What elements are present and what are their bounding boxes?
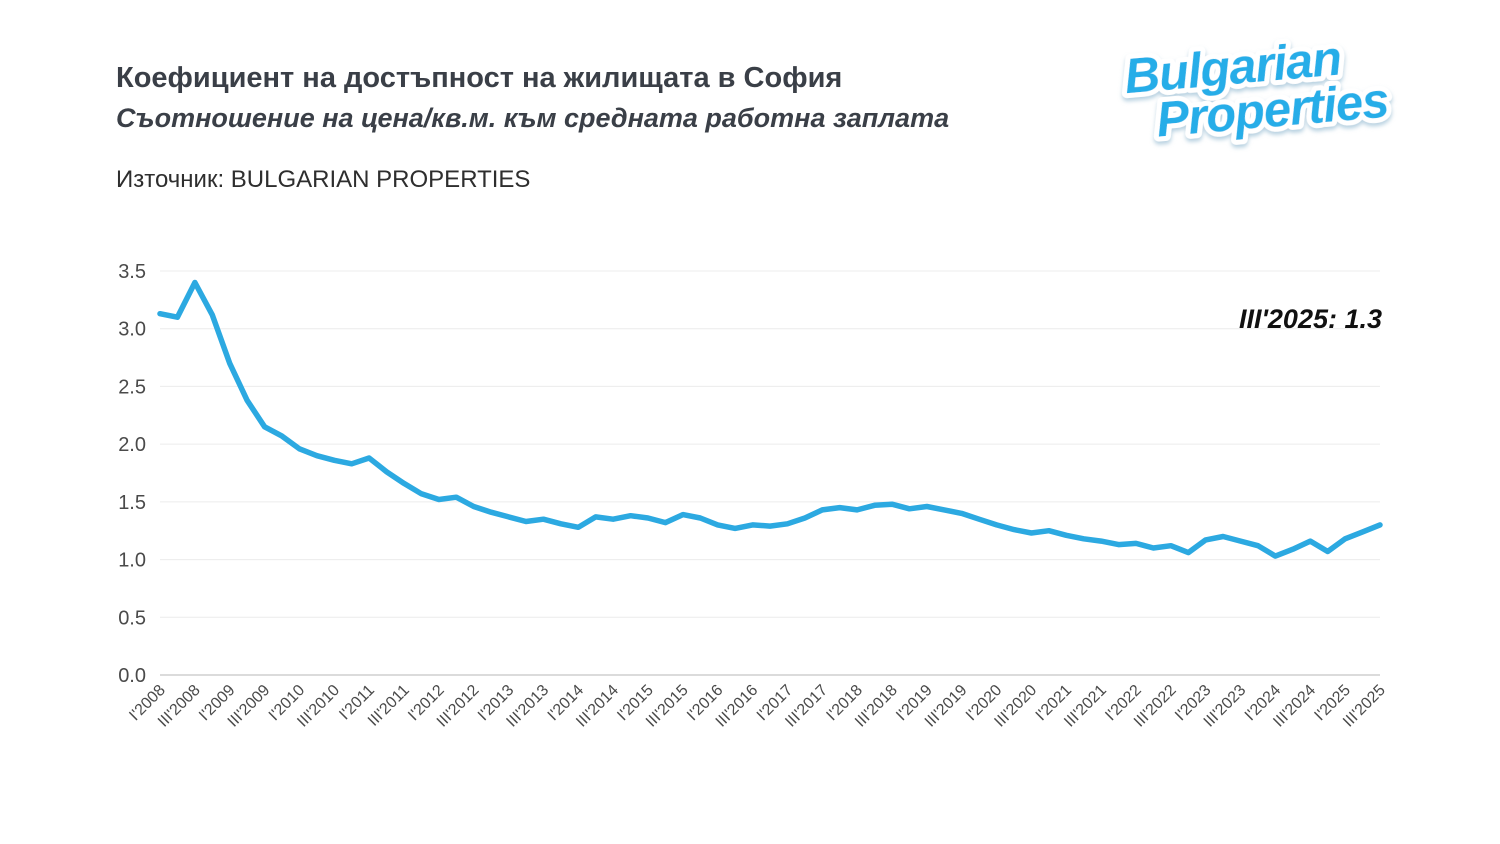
chart-header: Коефициент на достъпност на жилищата в С… <box>116 60 949 194</box>
series-line <box>157 279 1383 559</box>
page-title: Коефициент на достъпност на жилищата в С… <box>116 62 843 94</box>
logo-wordmark: Bulgarian Properties <box>1117 27 1395 153</box>
y-tick-label: 1.5 <box>118 492 146 514</box>
source-line: Източник: BULGARIAN PROPERTIES <box>116 166 531 193</box>
y-tick-label: 0.5 <box>118 607 146 629</box>
y-tick-label: 1.0 <box>118 550 146 572</box>
page-subtitle: Съотношение на цена/кв.м. към средната р… <box>116 103 950 134</box>
y-tick-label: 2.5 <box>118 376 146 398</box>
affordability-line-chart: 0.00.51.01.52.02.53.03.5I'2008III'2008I'… <box>118 261 1389 731</box>
bulgarian-properties-logo: Bulgarian Properties <box>1117 27 1395 153</box>
y-tick-label: 0.0 <box>118 665 146 687</box>
y-tick-label: 3.0 <box>118 319 146 341</box>
y-tick-label: 3.5 <box>118 261 146 283</box>
y-tick-label: 2.0 <box>118 434 146 456</box>
